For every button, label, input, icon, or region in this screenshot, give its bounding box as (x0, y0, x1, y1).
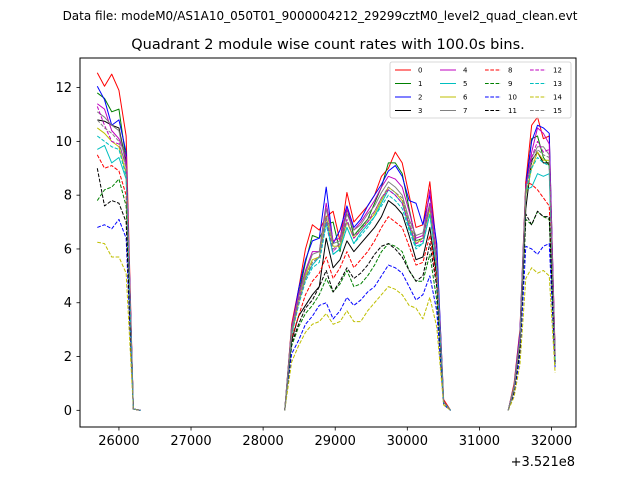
legend-item-0: 0 (395, 67, 422, 75)
x-axis-offset-label: +3.521e8 (511, 455, 575, 470)
x-tick-label: 27000 (170, 434, 211, 449)
series-8-line-2 (284, 216, 451, 411)
series-14-line-3 (507, 267, 556, 411)
series-5 (97, 144, 556, 411)
legend-label: 14 (553, 94, 562, 102)
axes-frame (79, 57, 577, 428)
series-15-line-2 (284, 186, 451, 411)
series-1 (97, 92, 556, 411)
x-tick-label: 28000 (242, 434, 283, 449)
series-8 (96, 154, 556, 411)
series-6 (97, 127, 556, 411)
series-15 (96, 119, 556, 411)
legend-label: 5 (463, 80, 467, 88)
y-tick-label: 2 (64, 350, 72, 365)
series-2-line-1 (96, 86, 141, 411)
legend-label: 11 (508, 107, 517, 115)
legend-item-6: 6 (440, 94, 468, 102)
series-3-line-2 (284, 200, 451, 411)
legend-label: 7 (463, 107, 467, 115)
legend-label: 10 (508, 94, 517, 102)
legend-item-12: 12 (530, 67, 562, 75)
legend-item-4: 4 (440, 67, 468, 75)
series-13 (97, 135, 556, 411)
legend-label: 2 (418, 94, 422, 102)
legend-item-8: 8 (485, 67, 512, 75)
series-8-line-1 (96, 154, 141, 411)
series-12-line-1 (96, 106, 141, 411)
legend-item-3: 3 (395, 107, 422, 115)
legend-item-13: 13 (530, 80, 562, 88)
series-3-line-1 (97, 119, 141, 411)
x-tick-label: 32000 (531, 434, 572, 449)
legend-label: 8 (508, 67, 512, 75)
legend-item-1: 1 (395, 80, 422, 88)
y-tick-label: 6 (64, 242, 72, 257)
series-9-line-2 (284, 243, 451, 411)
legend-label: 13 (553, 80, 562, 88)
series-0-line-2 (284, 151, 451, 411)
series-11-line-1 (96, 168, 141, 411)
series-15-line-3 (507, 148, 556, 411)
legend-item-9: 9 (485, 80, 512, 88)
legend-item-2: 2 (395, 94, 422, 102)
legend-box (389, 61, 572, 119)
series-14-line-1 (97, 241, 141, 411)
series-8-line-3 (507, 181, 556, 411)
x-tick-label: 31000 (459, 434, 500, 449)
series-7-line-2 (284, 181, 451, 411)
series-14 (97, 241, 556, 411)
chart-title: Quadrant 2 module wise count rates with … (131, 37, 525, 53)
legend-label: 12 (553, 67, 562, 75)
series-13-line-1 (97, 135, 141, 411)
legend-item-11: 11 (485, 107, 517, 115)
legend-label: 9 (508, 80, 512, 88)
legend-item-5: 5 (440, 80, 467, 88)
series-9-line-1 (96, 178, 141, 411)
y-tick-label: 4 (64, 296, 72, 311)
series-14-line-2 (284, 286, 451, 411)
series-2-line-2 (284, 165, 451, 411)
legend-label: 6 (463, 94, 468, 102)
series-11-line-3 (507, 210, 556, 411)
y-axis: 0 2 4 6 8 10 12 (55, 81, 80, 419)
legend-item-10: 10 (485, 94, 517, 102)
series-7 (97, 111, 556, 411)
legend-label: 3 (418, 107, 422, 115)
series-7-line-1 (97, 111, 141, 411)
legend-item-7: 7 (440, 107, 467, 115)
legend-label: 4 (463, 67, 468, 75)
x-tick-label: 26000 (98, 434, 139, 449)
plot-lines (96, 72, 556, 411)
series-9 (96, 178, 556, 411)
series-5-line-1 (97, 144, 141, 411)
x-tick-label: 30000 (387, 434, 428, 449)
series-13-line-2 (284, 194, 451, 411)
x-axis: 26000 27000 28000 29000 30000 31000 32000 (98, 427, 572, 449)
legend-label: 15 (553, 107, 562, 115)
legend-item-15: 15 (530, 107, 562, 115)
series-10-line-1 (97, 218, 141, 411)
x-tick-label: 29000 (315, 434, 356, 449)
y-tick-label: 8 (64, 189, 72, 204)
y-tick-label: 12 (55, 81, 72, 96)
series-2 (96, 86, 556, 411)
series-11-line-2 (284, 243, 451, 411)
series-10-line-2 (284, 264, 451, 411)
legend-label: 0 (418, 67, 422, 75)
y-tick-label: 10 (55, 135, 72, 150)
series-10 (97, 218, 556, 411)
legend-label: 1 (418, 80, 422, 88)
series-10-line-3 (507, 243, 556, 411)
y-tick-label: 0 (64, 404, 72, 419)
legend-item-14: 14 (530, 94, 562, 102)
series-12 (96, 106, 556, 411)
series-15-line-1 (96, 119, 141, 411)
series-6-line-1 (97, 127, 141, 411)
series-3 (97, 119, 556, 411)
chart-suptitle: Data file: modeM0/AS1A10_050T01_90000042… (63, 9, 578, 23)
series-4-line-2 (284, 175, 451, 411)
